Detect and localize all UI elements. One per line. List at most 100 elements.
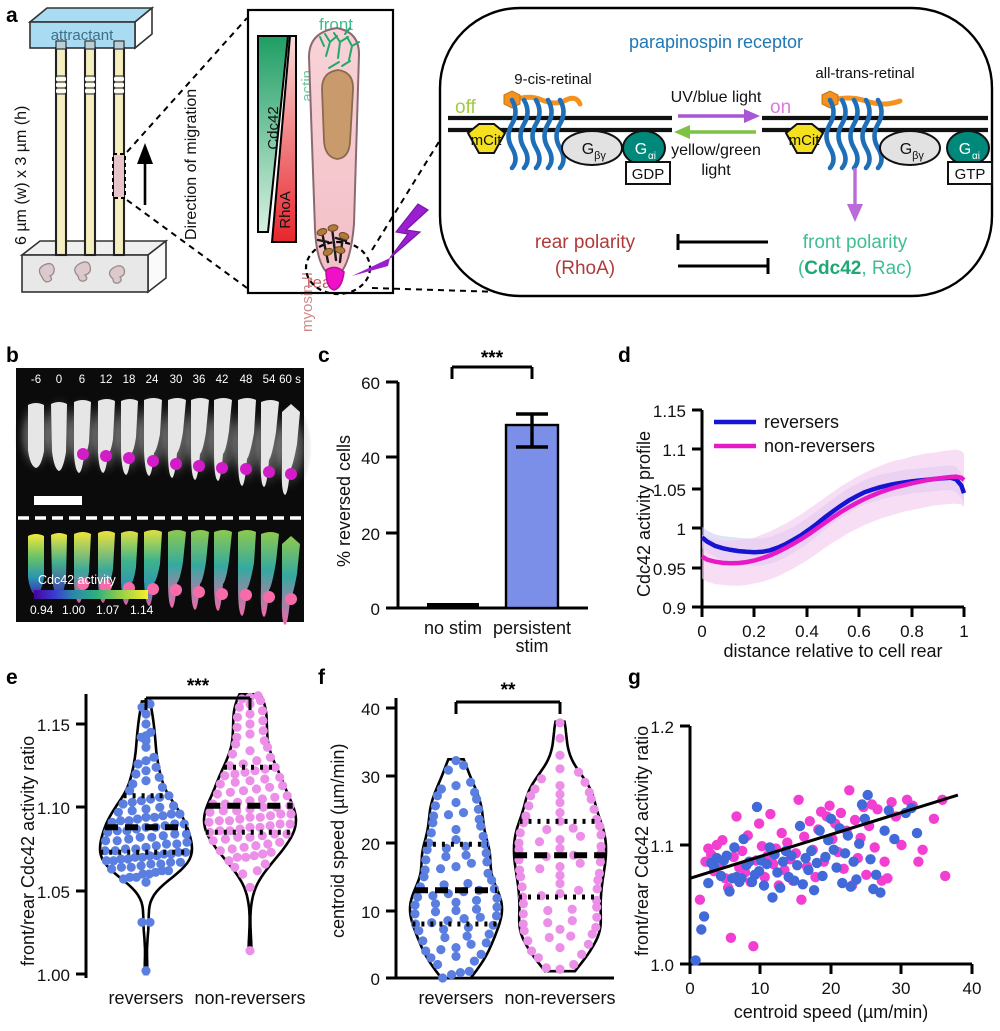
f-xtick-reversers: reversers xyxy=(418,988,493,1008)
violin-point xyxy=(155,802,165,812)
svg-text:αi: αi xyxy=(648,151,656,162)
violin-point xyxy=(573,767,584,777)
violin-point xyxy=(130,852,140,862)
svg-text:0: 0 xyxy=(685,979,694,998)
svg-text:12: 12 xyxy=(100,374,113,386)
violin-point xyxy=(259,736,269,746)
scatter-point xyxy=(696,924,707,935)
scatter-point xyxy=(751,801,763,813)
violin-point xyxy=(118,799,128,809)
violin-point xyxy=(438,973,448,983)
violin-point xyxy=(128,779,138,789)
violin-outline xyxy=(98,700,194,976)
violin-point xyxy=(245,812,255,822)
violin-point xyxy=(451,797,461,808)
receptor-title: parapinospin receptor xyxy=(629,32,803,52)
violin-point xyxy=(536,774,547,784)
violin-point xyxy=(491,911,502,921)
violin-point xyxy=(204,817,214,827)
scatter-point xyxy=(792,860,803,871)
violin-point xyxy=(555,862,565,872)
violin-point xyxy=(555,843,565,853)
violin-point xyxy=(182,837,192,847)
violin-point xyxy=(245,882,255,892)
violin-point xyxy=(133,759,143,769)
violin-point xyxy=(286,809,296,819)
violin-point xyxy=(266,847,276,857)
violin-point xyxy=(252,756,262,766)
violin-point xyxy=(439,924,449,934)
device-dimension-label: 6 µm (w) x 3 µm (h) xyxy=(13,106,30,245)
scatter-point xyxy=(725,932,737,943)
violin-point xyxy=(258,849,268,859)
svg-text:0: 0 xyxy=(371,970,380,989)
violin-point xyxy=(138,869,148,879)
svg-text:24: 24 xyxy=(146,374,159,386)
scatter-point xyxy=(889,833,900,845)
f-significance-label: ** xyxy=(501,680,516,701)
scatter-point xyxy=(738,833,749,845)
violin-point xyxy=(245,746,255,756)
violin-point xyxy=(484,929,494,939)
violin-point xyxy=(541,963,551,973)
violin-point xyxy=(555,750,565,760)
svg-text:1.07: 1.07 xyxy=(96,603,120,617)
violin-point xyxy=(592,912,602,922)
violin-point xyxy=(270,829,280,839)
scatter-point xyxy=(859,813,870,824)
svg-text:1.15: 1.15 xyxy=(653,402,686,421)
off-label: off xyxy=(455,97,477,118)
violin-point xyxy=(205,807,215,817)
svg-text:G: G xyxy=(635,141,647,158)
violin-point xyxy=(251,784,262,794)
violin-point xyxy=(154,772,164,782)
svg-text:1.2: 1.2 xyxy=(650,718,674,737)
violin-point xyxy=(149,812,160,822)
violin-point xyxy=(157,782,167,792)
panel-e-letter: e xyxy=(6,666,18,689)
panel-e-chart: 1.15 1.10 1.05 1.00 front/rear Cdc42 activ… xyxy=(18,676,306,1008)
f-violin-nonreversers xyxy=(512,718,608,974)
e-significance-bracket xyxy=(144,696,252,710)
svg-text:1: 1 xyxy=(677,520,686,539)
violin-point xyxy=(146,859,156,869)
violin-point xyxy=(132,814,143,824)
violin-point xyxy=(149,752,159,762)
receptor-schematic: parapinospin receptor off 9-cis-retinal … xyxy=(438,6,994,298)
scatter-point xyxy=(729,842,740,853)
violin-point xyxy=(230,862,240,872)
violin-point xyxy=(110,846,120,856)
violin-point xyxy=(430,907,441,917)
violin-point xyxy=(215,779,225,789)
violin-point xyxy=(459,914,469,924)
d-legend: reversers non-reversers xyxy=(714,412,875,456)
scatter-point xyxy=(786,850,797,861)
violin-point xyxy=(265,752,275,762)
svg-text:10: 10 xyxy=(751,979,770,998)
svg-text:1: 1 xyxy=(959,622,968,641)
svg-text:G: G xyxy=(582,141,594,158)
violin-point xyxy=(492,902,502,912)
violin-point xyxy=(518,919,528,929)
violin-point xyxy=(116,816,126,826)
svg-text:-6: -6 xyxy=(31,374,41,386)
violin-point xyxy=(451,756,461,766)
f-ylabel: centroid speed (µm/min) xyxy=(328,744,348,938)
scatter-point xyxy=(797,879,808,890)
scatter-point xyxy=(717,835,728,846)
cell-polarity-inset: Cdc42 RhoA front rear actin myosin II xyxy=(246,8,430,332)
violin-point xyxy=(232,852,242,862)
svg-text:1.1: 1.1 xyxy=(662,441,686,460)
violin-point xyxy=(238,786,249,796)
violin-point xyxy=(471,895,482,905)
violin-point xyxy=(175,809,185,819)
grayscale-cell-row xyxy=(14,390,312,495)
svg-text:1.05: 1.05 xyxy=(653,481,686,500)
violin-point xyxy=(245,709,255,719)
violin-point xyxy=(518,899,528,909)
d-ylabel: Cdc42 activity profile xyxy=(634,431,654,597)
scatter-point xyxy=(799,831,810,842)
svg-text:10: 10 xyxy=(361,903,380,922)
scatter-point xyxy=(814,825,825,836)
svg-text:30: 30 xyxy=(361,768,380,787)
